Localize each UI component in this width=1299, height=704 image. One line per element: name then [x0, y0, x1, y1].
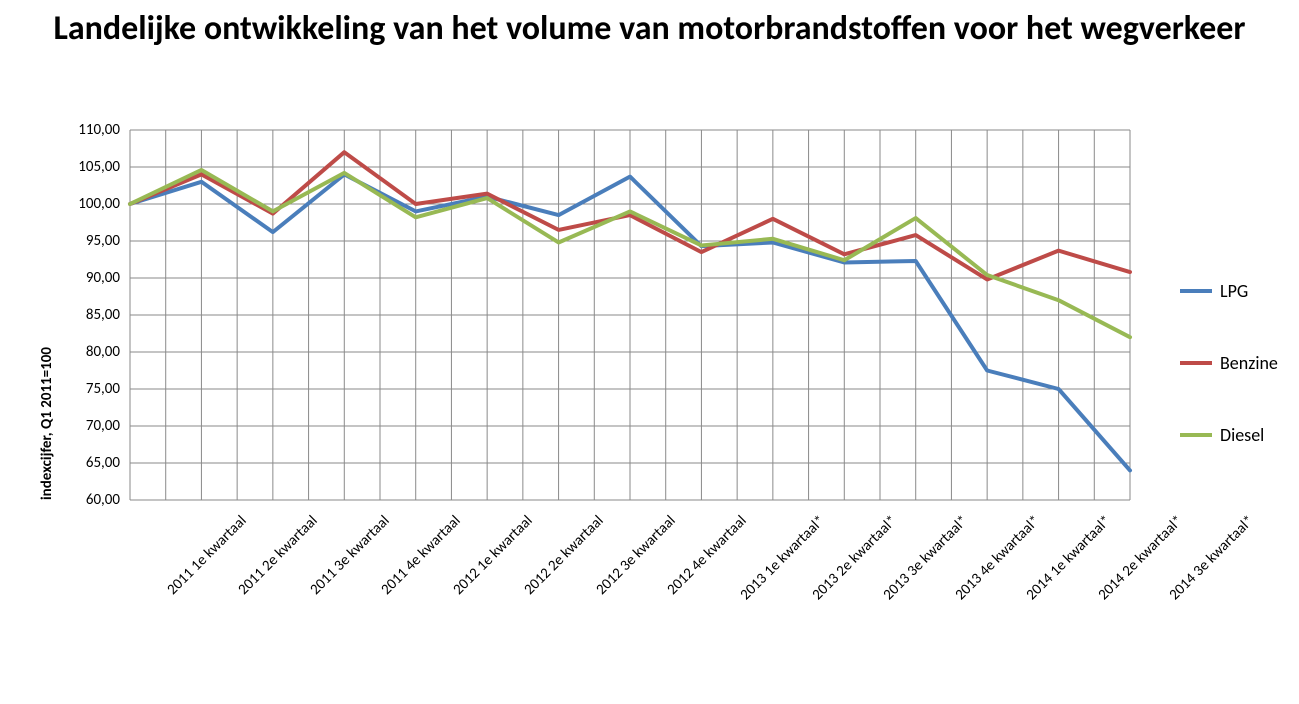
legend-swatch — [1180, 433, 1212, 437]
legend-item-lpg: LPG — [1180, 280, 1278, 302]
legend-swatch — [1180, 361, 1212, 365]
legend-label: LPG — [1220, 280, 1248, 302]
y-tick-label: 90,00 — [60, 269, 120, 287]
y-tick-label: 80,00 — [60, 343, 120, 361]
chart-container: Landelijke ontwikkeling van het volume v… — [0, 0, 1299, 704]
y-tick-label: 95,00 — [60, 232, 120, 250]
y-tick-label: 65,00 — [60, 454, 120, 472]
y-tick-label: 70,00 — [60, 417, 120, 435]
legend-swatch — [1180, 289, 1212, 293]
y-tick-label: 85,00 — [60, 306, 120, 324]
legend-label: Diesel — [1220, 424, 1264, 446]
legend-item-benzine: Benzine — [1180, 352, 1278, 374]
legend: LPG Benzine Diesel — [1180, 280, 1278, 446]
y-tick-label: 75,00 — [60, 380, 120, 398]
y-tick-label: 105,00 — [60, 158, 120, 176]
y-tick-label: 110,00 — [60, 121, 120, 139]
y-tick-label: 100,00 — [60, 195, 120, 213]
y-tick-label: 60,00 — [60, 491, 120, 509]
legend-label: Benzine — [1220, 352, 1278, 374]
legend-item-diesel: Diesel — [1180, 424, 1278, 446]
